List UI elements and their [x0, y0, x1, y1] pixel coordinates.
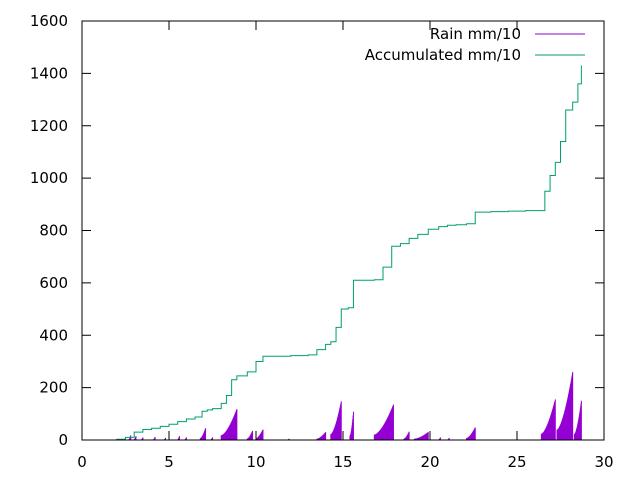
x-tick-label: 30 [594, 453, 613, 471]
x-tick-label: 5 [164, 453, 174, 471]
x-tick-label: 15 [333, 453, 352, 471]
x-tick-label: 0 [77, 453, 87, 471]
legend-label-accumulated: Accumulated mm/10 [365, 46, 521, 64]
y-tick-label: 0 [58, 431, 68, 449]
y-tick-label: 1400 [30, 64, 68, 82]
y-tick-label: 600 [39, 274, 68, 292]
legend: Rain mm/10 Accumulated mm/10 [365, 25, 585, 64]
y-tick-label: 1200 [30, 117, 68, 135]
y-tick-label: 400 [39, 326, 68, 344]
axis-ticks: 0 200 400 600 800 1000 1200 1400 1600 0 5 10 15 20 25 3… [30, 12, 614, 471]
y-tick-label: 800 [39, 222, 68, 240]
y-tick-label: 1000 [30, 169, 68, 187]
x-tick-label: 20 [420, 453, 439, 471]
accumulated-series [108, 65, 582, 441]
y-tick-label: 1600 [30, 12, 68, 30]
rain-series [114, 371, 582, 440]
accumulated-line [108, 65, 582, 441]
x-tick-label: 25 [507, 453, 526, 471]
y-tick-label: 200 [39, 379, 68, 397]
legend-label-rain: Rain mm/10 [430, 25, 521, 43]
x-tick-label: 10 [246, 453, 265, 471]
plot-border [81, 20, 605, 441]
